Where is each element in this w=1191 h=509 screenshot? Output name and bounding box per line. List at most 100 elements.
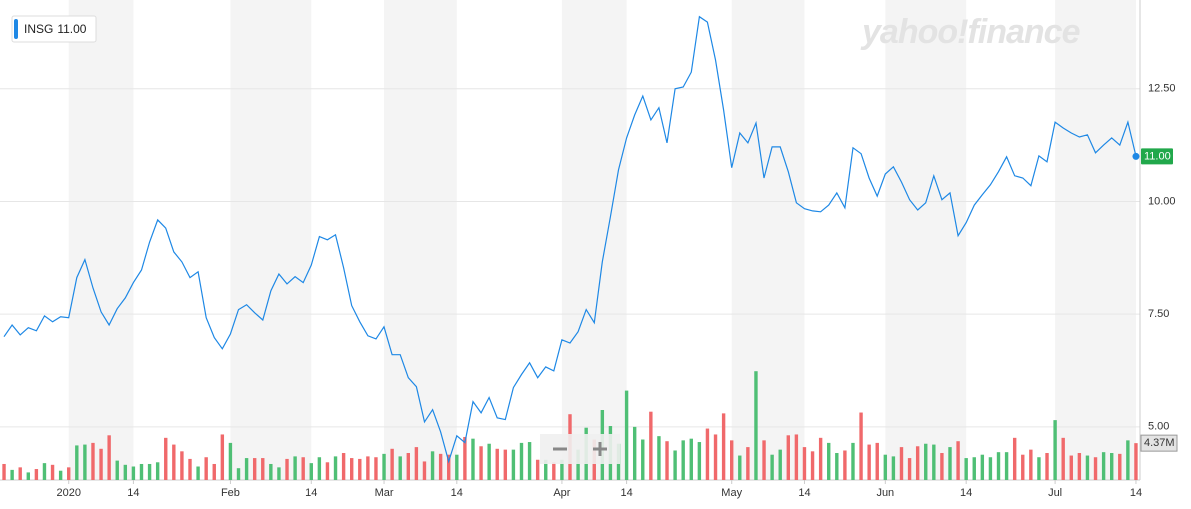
legend-box	[11, 15, 97, 43]
volume-bar	[358, 458, 362, 480]
volume-bar	[1093, 457, 1098, 480]
volume-bar	[155, 462, 160, 480]
volume-bar	[689, 438, 693, 480]
volume-bar	[115, 460, 119, 480]
volume-bar	[730, 440, 734, 480]
volume-bar	[511, 449, 516, 480]
y-tick-label: 5.00	[1148, 421, 1169, 433]
volume-bar	[83, 444, 87, 480]
volume-bar	[519, 442, 524, 480]
volume-tag-label: 4.37M	[1144, 437, 1175, 449]
volume-bar	[988, 457, 993, 480]
volume-bar	[705, 428, 710, 480]
volume-bar	[535, 459, 540, 480]
volume-bar	[447, 454, 451, 480]
volume-bar	[42, 463, 47, 480]
volume-bar	[1029, 449, 1033, 480]
volume-bar	[907, 458, 912, 480]
volume-bar	[762, 440, 766, 480]
volume-bar	[438, 453, 443, 480]
stripe	[885, 0, 967, 480]
volume-bar	[196, 466, 200, 480]
volume-bar	[891, 456, 896, 480]
volume-bar	[786, 435, 790, 480]
volume-bar	[802, 447, 807, 480]
volume-bar	[301, 457, 305, 480]
volume-bar	[721, 413, 726, 480]
legend-value: 11.00	[57, 22, 86, 36]
x-tick-label: Mar	[375, 487, 394, 499]
stripe	[384, 0, 457, 480]
stripe	[731, 0, 805, 480]
volume-bar	[859, 412, 863, 480]
volume-bar	[99, 448, 103, 480]
volume-bar	[827, 442, 831, 480]
background	[0, 0, 1140, 480]
volume-bar	[269, 463, 273, 480]
volume-bar	[180, 451, 184, 480]
volume-bar	[1134, 443, 1138, 480]
volume-bar	[285, 458, 289, 480]
y-tick-label: 12.50	[1148, 83, 1176, 95]
volume-bar	[552, 462, 556, 480]
volume-bar	[527, 442, 532, 480]
volume-bar	[67, 467, 71, 480]
volume-bar	[261, 458, 265, 480]
volume-bar	[1053, 420, 1057, 480]
volume-bar	[293, 456, 297, 480]
volume-bar	[883, 454, 888, 480]
volume-bar	[924, 443, 928, 480]
x-tick-label: 14	[1130, 487, 1142, 499]
legend-name: INSG	[24, 22, 53, 36]
volume-bar	[996, 452, 1001, 480]
volume-bar	[471, 438, 475, 480]
volume-bar	[810, 451, 815, 480]
volume-bar	[1004, 452, 1009, 480]
volume-tag	[1140, 434, 1178, 452]
volume-bar	[964, 458, 968, 480]
zoom-controls	[540, 434, 620, 464]
volume-bar	[899, 447, 904, 480]
price-tag	[1141, 148, 1173, 165]
volume-bar	[75, 445, 79, 480]
volume-bar	[560, 459, 564, 480]
volume-bar	[1045, 453, 1049, 480]
x-tick-label: 14	[620, 487, 632, 499]
volume-bar	[325, 462, 330, 480]
volume-bar	[697, 442, 702, 480]
y-tick-label: 7.50	[1148, 308, 1169, 320]
volume-bar	[915, 446, 920, 480]
volume-bar	[681, 440, 685, 480]
volume-bar	[649, 411, 653, 480]
volume-bar	[58, 470, 63, 480]
stripe	[1055, 0, 1136, 480]
volume-bar	[463, 436, 467, 480]
volume-bar	[309, 463, 313, 480]
x-tick-label: Jul	[1048, 487, 1062, 499]
volume-bar	[843, 450, 847, 480]
volume-bar	[851, 442, 855, 480]
zoom-out-button[interactable]	[546, 437, 574, 461]
stripe	[230, 0, 312, 480]
last-point	[1132, 152, 1140, 160]
volume-bar	[1069, 455, 1073, 480]
volume-bar	[754, 371, 758, 480]
x-tick-label: 2020	[56, 487, 80, 499]
volume-bar	[204, 457, 208, 480]
price-tag-label: 11.00	[1144, 150, 1171, 162]
volume-bar	[1037, 457, 1041, 480]
volume-bar	[220, 434, 225, 480]
volume-bar	[1085, 455, 1090, 480]
volume-bar	[406, 453, 410, 480]
volume-bar	[738, 455, 742, 480]
volume-bar	[673, 450, 677, 480]
x-tick-label: 14	[127, 487, 139, 499]
volume-bar	[430, 451, 435, 480]
volume-bar	[398, 456, 402, 480]
volume-bar	[1110, 453, 1114, 480]
volume-bar	[1021, 454, 1025, 480]
volume-bar	[1061, 437, 1065, 480]
zoom-in-button[interactable]	[586, 437, 614, 461]
volume-bar	[107, 435, 111, 480]
